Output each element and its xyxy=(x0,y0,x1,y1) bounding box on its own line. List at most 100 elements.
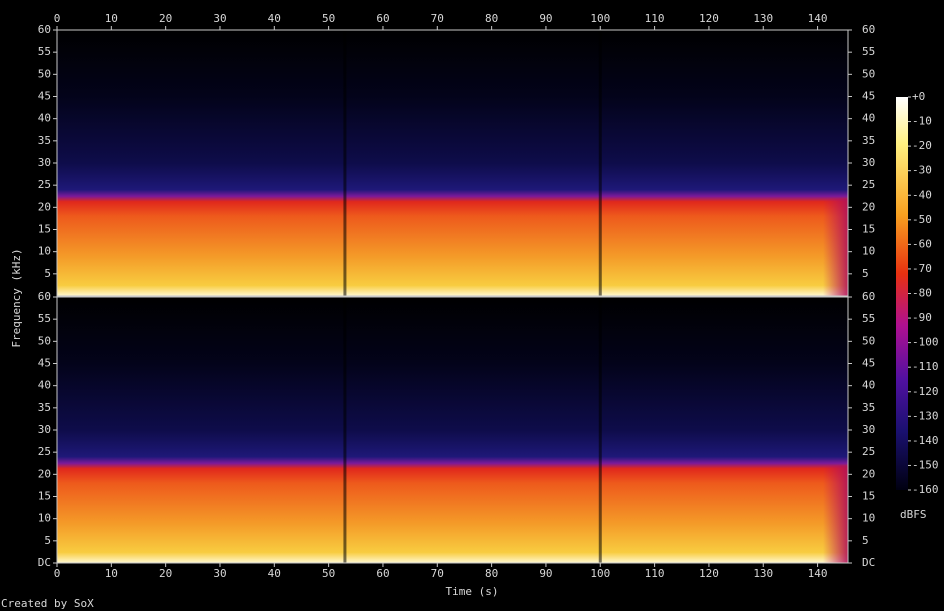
signal-gap xyxy=(598,297,602,563)
spectrogram-panel xyxy=(57,297,848,563)
y-tick-label: 40 xyxy=(38,112,51,125)
y-tick-label: 55 xyxy=(38,45,51,58)
colorbar xyxy=(896,97,908,490)
y-tick-label-right: 40 xyxy=(862,112,875,125)
colorbar-tick-label: -50 xyxy=(912,213,932,226)
y-tick-label-right: 50 xyxy=(862,334,875,347)
y-tick-label: 30 xyxy=(38,156,51,169)
signal-gap xyxy=(343,297,347,563)
y-tick-label-right: 15 xyxy=(862,223,875,236)
x-tick-label-bottom: 40 xyxy=(268,567,281,580)
footer: Created by SoX xyxy=(1,597,94,610)
y-tick-label-right: 50 xyxy=(862,67,875,80)
y-tick-label: 25 xyxy=(38,445,51,458)
colorbar-tick-label: -10 xyxy=(912,115,932,128)
y-tick-label-right: 10 xyxy=(862,245,875,258)
y-tick-label: 55 xyxy=(38,312,51,325)
colorbar-tick-label: -90 xyxy=(912,311,932,324)
x-tick-label-bottom: 100 xyxy=(590,567,610,580)
y-tick-label-right: 40 xyxy=(862,379,875,392)
y-tick-label-right: 30 xyxy=(862,156,875,169)
end-fade xyxy=(823,465,848,563)
y-axis-label: Frequency (kHz) xyxy=(10,248,23,347)
colorbar-tick-label: -20 xyxy=(912,139,932,152)
x-tick-label: 110 xyxy=(645,12,665,25)
x-tick-label: 120 xyxy=(699,12,719,25)
colorbar-tick-label: -160 xyxy=(912,483,939,496)
signal-gap xyxy=(343,30,347,296)
y-tick-label-right: 25 xyxy=(862,178,875,191)
x-tick-label: 80 xyxy=(485,12,498,25)
y-tick-label: DC xyxy=(38,556,51,569)
y-tick-label: 20 xyxy=(38,200,51,213)
x-tick-label-bottom: 90 xyxy=(539,567,552,580)
y-tick-label-right: 60 xyxy=(862,290,875,303)
colorbar-tick-label: -150 xyxy=(912,458,939,471)
colorbar-tick-label: -110 xyxy=(912,360,939,373)
x-tick-label-bottom: 120 xyxy=(699,567,719,580)
y-tick-label-right: 55 xyxy=(862,312,875,325)
colorbar-tick-label: -40 xyxy=(912,188,932,201)
x-tick-label: 70 xyxy=(431,12,444,25)
y-tick-label: 35 xyxy=(38,401,51,414)
y-tick-label-right: 45 xyxy=(862,357,875,370)
y-tick-label: 10 xyxy=(38,245,51,258)
y-tick-label-right: 55 xyxy=(862,45,875,58)
colorbar-label: dBFS xyxy=(900,508,927,521)
y-tick-label: 30 xyxy=(38,423,51,436)
y-tick-label: 45 xyxy=(38,357,51,370)
y-tick-label: 15 xyxy=(38,223,51,236)
x-tick-label: 20 xyxy=(159,12,172,25)
y-tick-label-right: 30 xyxy=(862,423,875,436)
x-tick-label-bottom: 130 xyxy=(753,567,773,580)
y-tick-label-right: 60 xyxy=(862,23,875,36)
x-axis-label: Time (s) xyxy=(446,585,499,598)
y-tick-label: 45 xyxy=(38,90,51,103)
x-tick-label-bottom: 140 xyxy=(808,567,828,580)
colorbar-tick-label: -80 xyxy=(912,287,932,300)
y-tick-label-right: 35 xyxy=(862,134,875,147)
y-tick-label-right: 20 xyxy=(862,200,875,213)
colorbar-tick-label: +0 xyxy=(912,90,925,103)
y-tick-label-right: 35 xyxy=(862,401,875,414)
x-tick-label: 0 xyxy=(54,12,61,25)
y-tick-label-right: DC xyxy=(862,556,875,569)
y-tick-label: 10 xyxy=(38,512,51,525)
x-tick-label-bottom: 70 xyxy=(431,567,444,580)
y-tick-label: 25 xyxy=(38,178,51,191)
x-tick-label: 100 xyxy=(590,12,610,25)
x-tick-label-bottom: 20 xyxy=(159,567,172,580)
x-tick-label-bottom: 0 xyxy=(54,567,61,580)
y-tick-label: 15 xyxy=(38,490,51,503)
colorbar-tick-label: -100 xyxy=(912,336,939,349)
end-fade xyxy=(823,198,848,296)
x-tick-label-bottom: 80 xyxy=(485,567,498,580)
y-tick-label: 5 xyxy=(44,267,51,280)
y-tick-label-right: 5 xyxy=(862,267,869,280)
x-tick-label-bottom: 10 xyxy=(105,567,118,580)
y-tick-label: 50 xyxy=(38,67,51,80)
signal-gap xyxy=(598,30,602,296)
y-tick-label-right: 25 xyxy=(862,445,875,458)
colorbar-tick-label: -30 xyxy=(912,164,932,177)
y-tick-label: 60 xyxy=(38,23,51,36)
x-tick-label-bottom: 50 xyxy=(322,567,335,580)
x-tick-label: 40 xyxy=(268,12,281,25)
colorbar-tick-label: -120 xyxy=(912,385,939,398)
x-tick-label: 90 xyxy=(539,12,552,25)
colorbar-tick-label: -140 xyxy=(912,434,939,447)
y-tick-label: 50 xyxy=(38,334,51,347)
colorbar-tick-label: -130 xyxy=(912,409,939,422)
x-tick-label: 130 xyxy=(753,12,773,25)
y-tick-label-right: 20 xyxy=(862,467,875,480)
x-tick-label-bottom: 110 xyxy=(645,567,665,580)
y-tick-label-right: 45 xyxy=(862,90,875,103)
spectrogram-panel xyxy=(57,30,848,296)
y-tick-label-right: 5 xyxy=(862,534,869,547)
x-tick-label: 10 xyxy=(105,12,118,25)
colorbar-tick-label: -60 xyxy=(912,237,932,250)
y-tick-label-right: 15 xyxy=(862,490,875,503)
y-tick-label: 60 xyxy=(38,290,51,303)
x-tick-label: 30 xyxy=(213,12,226,25)
